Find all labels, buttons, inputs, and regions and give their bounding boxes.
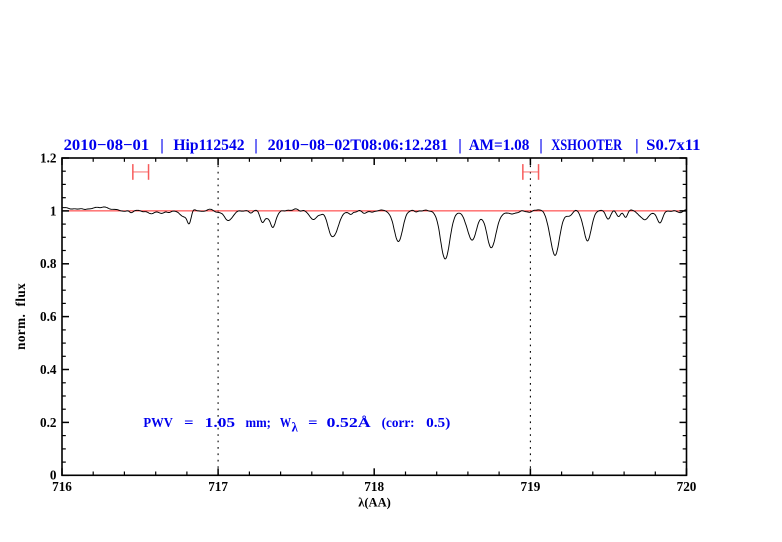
svg-text:1: 1 [50,203,57,218]
svg-text:|: | [458,137,462,154]
svg-text:0: 0 [50,468,57,483]
svg-text:717: 717 [208,479,228,494]
svg-text:719: 719 [521,479,541,494]
svg-text:norm. flux: norm. flux [13,283,28,350]
svg-text:718: 718 [364,479,384,494]
svg-text:0.2: 0.2 [40,415,57,430]
svg-text:716: 716 [52,479,72,494]
svg-text:λ: λ [292,420,299,435]
svg-text:720: 720 [677,479,697,494]
svg-text:0.4: 0.4 [40,362,57,377]
svg-text:W: W [280,415,292,430]
svg-text:S0.7x11: S0.7x11 [646,137,700,154]
svg-text:|: | [254,137,258,154]
svg-text:AM=1.08: AM=1.08 [469,137,530,154]
svg-text:(corr:: (corr: [382,415,415,430]
svg-text:0.52Å: 0.52Å [327,415,372,430]
svg-text:|: | [539,137,543,154]
svg-text:mm;: mm; [246,415,271,430]
svg-text:1.05: 1.05 [205,415,236,430]
svg-text:0.6: 0.6 [40,309,57,324]
svg-text:0.8: 0.8 [40,256,57,271]
svg-text:XSHOOTER: XSHOOTER [551,137,622,154]
svg-text:Hip112542: Hip112542 [173,137,244,154]
svg-text:1.2: 1.2 [40,150,57,165]
svg-text:λ(AA): λ(AA) [358,496,391,510]
svg-text:0.5): 0.5) [426,415,450,430]
svg-text:PWV: PWV [143,415,173,430]
svg-text:|: | [160,137,164,154]
svg-text:=: = [308,415,317,430]
svg-text:=: = [184,415,193,430]
svg-text:2010−08−01: 2010−08−01 [64,137,150,154]
svg-text:|: | [635,137,639,154]
svg-text:2010−08−02T08:06:12.281: 2010−08−02T08:06:12.281 [268,137,449,154]
